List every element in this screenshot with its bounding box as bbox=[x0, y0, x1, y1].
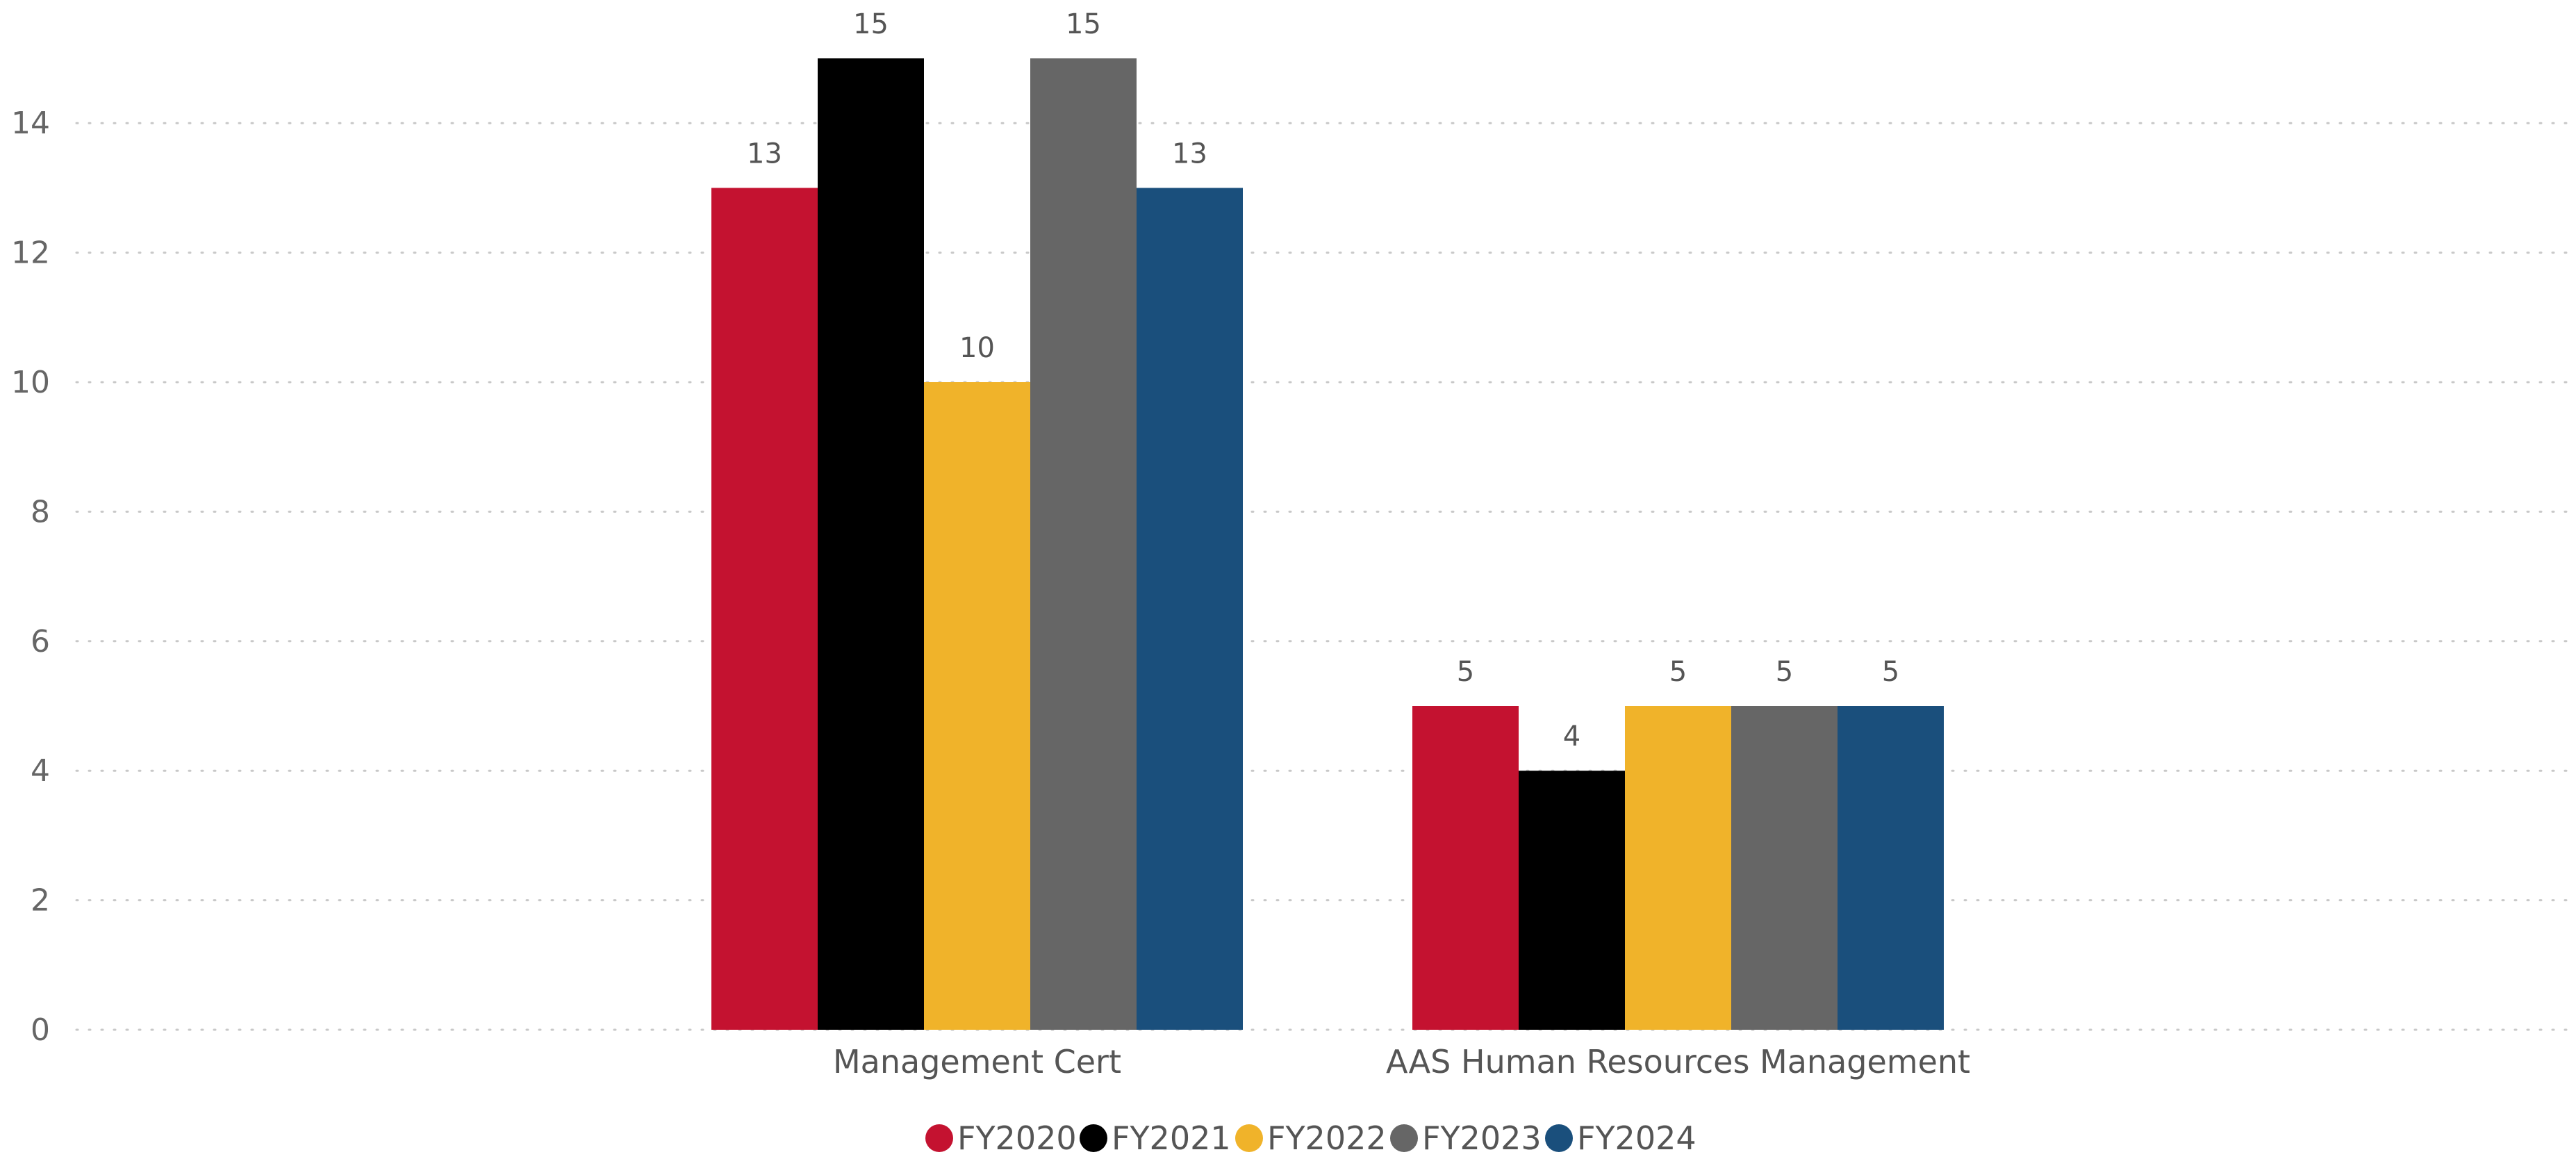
bar-fy2023-management-cert[interactable] bbox=[1030, 58, 1137, 1030]
legend-item-fy2021[interactable]: FY2021 bbox=[1080, 1119, 1231, 1157]
legend-marker-icon bbox=[1080, 1124, 1107, 1152]
legend-label: FY2023 bbox=[1422, 1119, 1542, 1157]
y-tick-label: 14 bbox=[11, 106, 50, 141]
legend-label: FY2024 bbox=[1577, 1119, 1696, 1157]
bar-fy2022-aas-hr-management[interactable] bbox=[1625, 706, 1731, 1030]
legend-label: FY2022 bbox=[1267, 1119, 1387, 1157]
gridlines bbox=[75, 122, 2575, 1031]
data-label: 15 bbox=[853, 8, 889, 40]
x-axis-categories: Management Cert AAS Human Resources Manag… bbox=[833, 1043, 1970, 1080]
category-label: AAS Human Resources Management bbox=[1386, 1043, 1970, 1080]
y-tick-label: 10 bbox=[11, 365, 50, 400]
legend-marker-icon bbox=[1545, 1124, 1573, 1152]
data-label: 13 bbox=[1172, 138, 1207, 170]
bar-fy2020-aas-hr-management[interactable] bbox=[1412, 706, 1519, 1030]
bar-fy2022-management-cert[interactable] bbox=[924, 382, 1030, 1030]
legend-item-fy2022[interactable]: FY2022 bbox=[1235, 1119, 1387, 1157]
legend-marker-icon bbox=[1390, 1124, 1418, 1152]
bars bbox=[711, 58, 1944, 1030]
data-label: 5 bbox=[1776, 656, 1793, 688]
bar-fy2024-management-cert[interactable] bbox=[1137, 188, 1243, 1030]
y-axis-ticks: 0 2 4 6 8 10 12 14 bbox=[11, 106, 50, 1048]
y-tick-label: 2 bbox=[31, 883, 50, 919]
data-label: 5 bbox=[1457, 656, 1474, 688]
y-tick-label: 8 bbox=[31, 494, 50, 529]
data-label: 4 bbox=[1563, 721, 1580, 753]
y-tick-label: 4 bbox=[31, 753, 50, 789]
legend-label: FY2020 bbox=[957, 1119, 1077, 1157]
y-tick-label: 12 bbox=[11, 236, 50, 271]
bar-fy2020-management-cert[interactable] bbox=[711, 188, 818, 1030]
legend-label: FY2021 bbox=[1112, 1119, 1231, 1157]
legend-marker-icon bbox=[925, 1124, 953, 1152]
category-label: Management Cert bbox=[833, 1043, 1121, 1080]
bar-fy2023-aas-hr-management[interactable] bbox=[1731, 706, 1838, 1030]
legend-marker-icon bbox=[1235, 1124, 1263, 1152]
data-label: 10 bbox=[959, 332, 995, 364]
data-labels: 13 15 10 15 13 5 4 5 5 5 bbox=[747, 8, 1899, 753]
y-tick-label: 6 bbox=[31, 624, 50, 659]
data-label: 5 bbox=[1882, 656, 1899, 688]
bar-fy2021-management-cert[interactable] bbox=[818, 58, 924, 1030]
data-label: 5 bbox=[1669, 656, 1687, 688]
legend-item-fy2020[interactable]: FY2020 bbox=[925, 1119, 1077, 1157]
bar-fy2021-aas-hr-management[interactable] bbox=[1519, 771, 1625, 1030]
y-tick-label: 0 bbox=[31, 1012, 50, 1048]
legend-item-fy2023[interactable]: FY2023 bbox=[1390, 1119, 1542, 1157]
data-label: 13 bbox=[747, 138, 782, 170]
bar-fy2024-aas-hr-management[interactable] bbox=[1838, 706, 1944, 1030]
legend-item-fy2024[interactable]: FY2024 bbox=[1545, 1119, 1696, 1157]
data-label: 15 bbox=[1066, 8, 1101, 40]
legend[interactable]: FY2020 FY2021 FY2022 FY2023 FY2024 bbox=[925, 1119, 1696, 1157]
